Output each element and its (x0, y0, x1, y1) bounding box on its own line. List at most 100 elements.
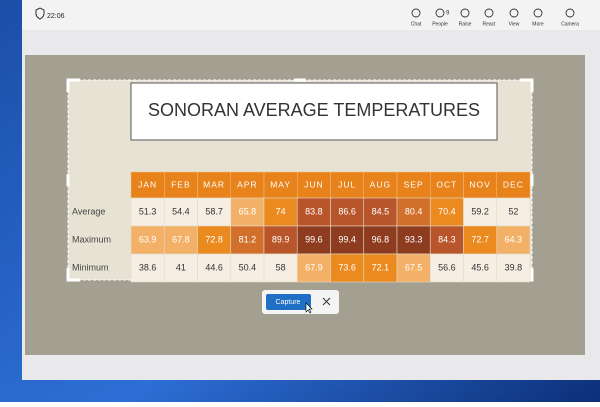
cell-value: 74 (276, 206, 286, 216)
cell (296, 225, 331, 255)
month-label: SEP (404, 179, 424, 189)
toolbar (22, 0, 600, 30)
cell (230, 225, 265, 255)
cell (230, 253, 265, 283)
cell-value: 59.2 (471, 206, 489, 216)
cell (396, 225, 431, 255)
month-label: APR (237, 179, 257, 189)
cell (330, 197, 365, 227)
cell (496, 253, 531, 283)
cell-value: 54.4 (172, 206, 190, 216)
month-label: AUG (370, 179, 391, 189)
cell-value: 45.6 (471, 262, 489, 272)
cell-value: 72.7 (471, 234, 489, 244)
cell-value: 51.3 (139, 206, 157, 216)
capture-label[interactable]: Capture (276, 299, 301, 306)
month-label: FEB (171, 179, 191, 189)
row-label: Maximum (72, 234, 111, 244)
cell-value: 80.4 (405, 206, 423, 216)
cell (363, 197, 398, 227)
cell (429, 225, 464, 255)
header-cell (130, 171, 165, 199)
cell (330, 225, 365, 255)
month-label: JAN (138, 179, 157, 189)
cell-value: 52 (508, 206, 518, 216)
cell-value: 93.3 (405, 234, 423, 244)
cell-value: 50.4 (239, 262, 257, 272)
cell-value: 83.8 (305, 206, 323, 216)
shield-icon (35, 7, 45, 20)
cell-value: 86.6 (338, 206, 356, 216)
cell (130, 253, 165, 283)
header-cell (363, 171, 398, 199)
cell-value: 56.6 (438, 262, 456, 272)
clock: 22:06 (47, 13, 65, 20)
toolbar-label[interactable]: Chat (411, 21, 422, 27)
cell-value: 67.9 (305, 262, 323, 272)
cell (496, 197, 531, 227)
capture-button[interactable] (266, 294, 311, 310)
toolbar-label[interactable]: View (509, 21, 520, 27)
header-cell (197, 171, 231, 199)
cell-value: 63.9 (139, 234, 157, 244)
cell-value: 84.3 (438, 234, 456, 244)
toolbar-icon[interactable] (565, 8, 575, 18)
table-title: SONORAN AVERAGE TEMPERATURES (148, 100, 480, 120)
row-label: Minimum (72, 262, 109, 272)
cell-value: 44.6 (205, 262, 223, 272)
cell-value: 99.4 (338, 234, 356, 244)
header-cell (330, 171, 364, 199)
header-cell (263, 171, 298, 199)
cell (263, 253, 298, 283)
cell-value: 70.4 (438, 206, 456, 216)
cell (496, 225, 531, 255)
toolbar-icon[interactable] (484, 8, 494, 18)
cell-value: 58 (276, 262, 286, 272)
cell-value: 67.5 (405, 262, 423, 272)
header-cell (496, 171, 531, 199)
header-cell (463, 171, 497, 199)
month-label: DEC (503, 179, 524, 189)
cell-value: 38.6 (139, 262, 157, 272)
cell (163, 253, 198, 283)
toolbar-label[interactable]: More (532, 21, 544, 27)
toolbar-label[interactable]: Raise (459, 21, 472, 27)
toolbar-icon[interactable] (460, 8, 470, 18)
cell-value: 72.8 (205, 234, 223, 244)
cell (429, 253, 464, 283)
cell-value: 72.1 (372, 262, 390, 272)
cell (130, 197, 165, 227)
cell (296, 197, 331, 227)
month-label: MAR (203, 179, 225, 189)
title-box (130, 82, 498, 141)
cell-value: 64.3 (505, 234, 523, 244)
month-label: MAY (270, 179, 291, 189)
close-button[interactable] (322, 297, 331, 306)
cell-value: 96.8 (372, 234, 390, 244)
cell-value: 58.7 (205, 206, 223, 216)
toolbar-label[interactable]: React (482, 21, 496, 27)
toolbar-icon[interactable] (533, 8, 543, 18)
header-cell (430, 171, 464, 199)
cell (396, 253, 431, 283)
toolbar-label[interactable]: Camera (561, 21, 579, 27)
month-label: OCT (436, 179, 457, 189)
toolbar-icon[interactable] (435, 8, 445, 18)
cell-value: 84.5 (372, 206, 390, 216)
month-label: JUN (304, 179, 324, 189)
cell (197, 253, 232, 283)
cell (363, 253, 398, 283)
badge: 9 (446, 11, 450, 17)
month-label: NOV (469, 179, 490, 189)
cell (163, 197, 198, 227)
month-label: JUL (338, 179, 356, 189)
toolbar-icon[interactable] (509, 8, 519, 18)
header-cell (396, 171, 431, 199)
cell-value: 65.8 (239, 206, 257, 216)
toolbar-icon[interactable] (411, 8, 421, 18)
cell-value: 81.2 (239, 234, 257, 244)
cell-value: 73.6 (338, 262, 356, 272)
toolbar-label[interactable]: People (432, 21, 448, 27)
cell-value: 39.8 (505, 262, 523, 272)
